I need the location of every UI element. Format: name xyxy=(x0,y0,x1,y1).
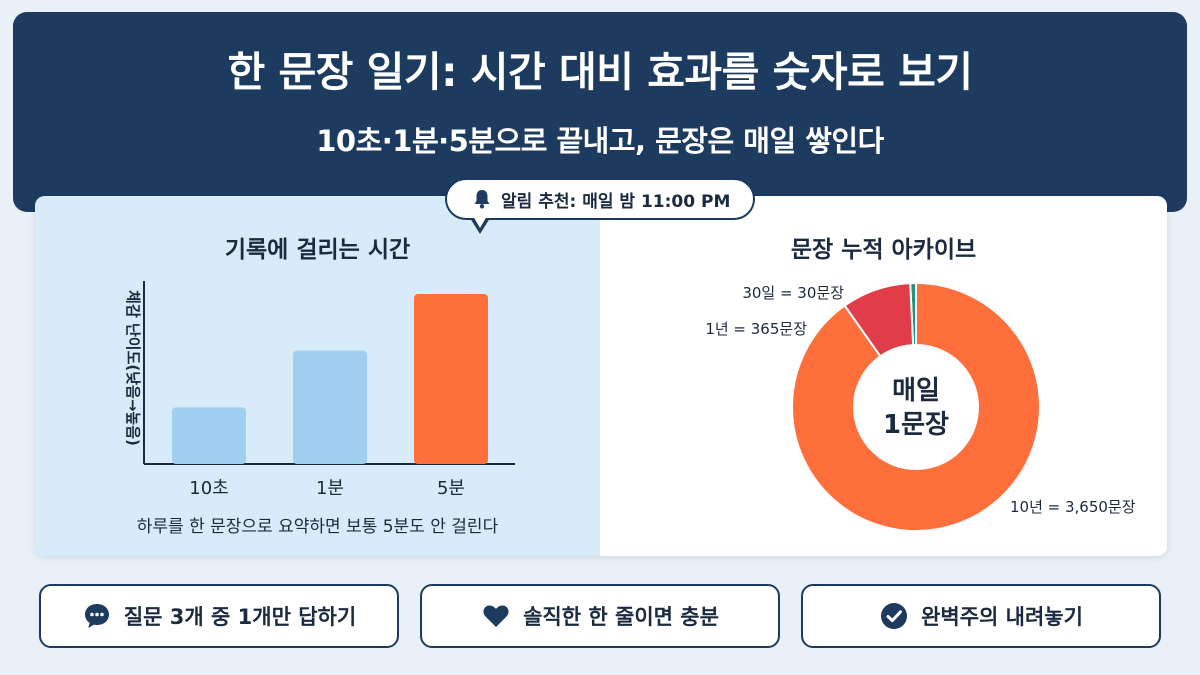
bell-icon xyxy=(473,189,491,209)
bar-chart-ylabel: 체감 난이도(낮음→높음) xyxy=(124,290,142,446)
page-subtitle: 10초·1분·5분으로 끝내고, 문장은 매일 쌓인다 xyxy=(316,124,884,158)
donut-chart: 매일 1문장 10년 = 3,650문장 1년 = 365문장 30일 = 30문장 xyxy=(705,281,1136,532)
donut-slice-label-0: 10년 = 3,650문장 xyxy=(1010,498,1136,516)
donut-slice-label-2: 30일 = 30문장 xyxy=(742,284,844,302)
tip-label-honest: 솔직한 한 줄이면 충분 xyxy=(523,605,719,629)
bar-category-label-2: 5분 xyxy=(437,478,465,496)
bar-chart-panel: 기록에 걸리는 시간 체감 난이도(낮음→높음) 10초 1분 5분 하루를 한 문… xyxy=(35,196,600,556)
check-circle-icon xyxy=(879,601,909,631)
chart-card: 기록에 걸리는 시간 체감 난이도(낮음→높음) 10초 1분 5분 하루를 한 문… xyxy=(35,196,1167,556)
donut-slice-0 xyxy=(791,281,1041,532)
donut-chart-title: 문장 누적 아카이브 xyxy=(790,237,977,263)
tip-label-question: 질문 3개 중 1개만 답하기 xyxy=(123,605,357,629)
donut-slice-label-1: 1년 = 365문장 xyxy=(705,320,807,338)
bar-chart: 체감 난이도(낮음→높음) 10초 1분 5분 xyxy=(124,281,515,496)
donut-center-label-line1: 매일 xyxy=(892,376,940,406)
donut-center-label-line2: 1문장 xyxy=(883,410,949,440)
callout-tail-inner xyxy=(473,216,487,228)
reminder-text: 알림 추천: 매일 밤 11:00 PM xyxy=(501,191,731,212)
bar-category-label-0: 10초 xyxy=(189,478,228,496)
reminder-callout: 알림 추천: 매일 밤 11:00 PM xyxy=(445,178,755,220)
bar-chart-caption: 하루를 한 문장으로 요약하면 보통 5분도 안 걸린다 xyxy=(136,517,499,537)
heart-icon xyxy=(481,601,511,631)
tip-pill-honest: 솔직한 한 줄이면 충분 xyxy=(420,584,780,648)
bar-category-label-1: 1분 xyxy=(316,478,344,496)
tip-pill-question: 질문 3개 중 1개만 답하기 xyxy=(39,584,399,648)
tip-label-perfectionism: 완벽주의 내려놓기 xyxy=(921,605,1083,629)
bar-2 xyxy=(414,294,488,464)
bar-chart-title: 기록에 걸리는 시간 xyxy=(224,237,411,263)
chat-bubble-icon xyxy=(82,601,112,631)
donut-chart-panel: 문장 누적 아카이브 매일 1문장 10년 = 3,650문장 1년 = 365문… xyxy=(600,196,1167,556)
bar-0 xyxy=(172,407,246,464)
page-title: 한 문장 일기: 시간 대비 효과를 숫자로 보기 xyxy=(227,48,973,96)
bar-1 xyxy=(293,350,367,464)
tip-pill-perfectionism: 완벽주의 내려놓기 xyxy=(801,584,1161,648)
